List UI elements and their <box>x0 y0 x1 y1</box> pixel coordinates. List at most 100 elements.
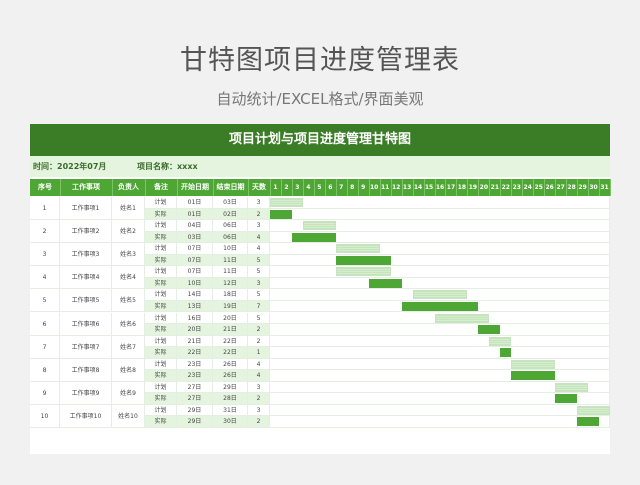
plan-label: 计划 <box>145 220 177 232</box>
start-date: 03日 <box>177 231 213 244</box>
row-number: 2 <box>30 220 60 244</box>
day-header: 9 <box>358 179 370 196</box>
header-cell: 负责人 <box>112 179 146 196</box>
end-date: 20日 <box>213 312 248 325</box>
task-name: 工作事项7 <box>60 335 112 359</box>
end-date: 31日 <box>213 404 248 417</box>
header-cell: 天数 <box>248 179 271 196</box>
gantt-track <box>270 266 610 278</box>
gantt-track <box>270 335 610 348</box>
gantt-track <box>270 220 610 232</box>
start-date: 29日 <box>177 416 213 428</box>
actual-label: 实际 <box>145 231 177 244</box>
gantt-sheet: 项目计划与项目进度管理甘特图 时间：2022年07月 项目名称：xxxx 序号工… <box>30 124 611 454</box>
end-date: 12日 <box>213 277 248 290</box>
gantt-track <box>270 404 610 417</box>
plan-label: 计划 <box>145 381 177 394</box>
day-header: 11 <box>380 179 392 196</box>
gantt-track <box>270 231 610 244</box>
task-name: 工作事项10 <box>60 404 112 428</box>
day-header: 4 <box>303 179 315 196</box>
plan-bar <box>511 359 556 369</box>
end-date: 03日 <box>213 197 248 209</box>
gantt-track <box>270 416 610 428</box>
end-date: 30日 <box>213 416 248 428</box>
gantt-track <box>270 300 610 313</box>
day-header: 3 <box>292 179 304 196</box>
actual-bar <box>500 348 512 358</box>
task-name: 工作事项5 <box>60 289 112 313</box>
gantt-track <box>270 277 610 290</box>
table-header: 序号 工作事项 负责人 备注 开始日期 结束日期 天数 1 2 3 4 5 6 7 8 9 10 11 12 13 14… <box>30 179 611 196</box>
gantt-track <box>270 312 610 325</box>
day-header: 10 <box>369 179 381 196</box>
start-date: 01日 <box>177 208 213 221</box>
day-header: 20 <box>478 179 491 196</box>
task-name: 工作事项9 <box>60 381 112 405</box>
header-cell: 备注 <box>145 179 178 196</box>
actual-bar <box>478 325 501 335</box>
day-count: 4 <box>248 358 270 371</box>
start-date: 04日 <box>177 220 213 232</box>
day-count: 3 <box>248 404 270 417</box>
end-date: 06日 <box>213 220 248 232</box>
actual-label: 实际 <box>145 277 177 290</box>
page-subtitle: 自动统计/EXCEL格式/界面美观 <box>216 90 424 108</box>
row-number: 1 <box>30 197 60 221</box>
actual-label: 实际 <box>145 416 177 428</box>
day-header: 25 <box>533 179 546 196</box>
task-name: 工作事项8 <box>60 358 112 382</box>
plan-bar <box>489 336 512 346</box>
end-date: 28日 <box>213 393 248 405</box>
plan-bar <box>434 313 490 323</box>
gantt-track <box>270 254 610 267</box>
start-date: 23日 <box>177 358 213 371</box>
day-count: 1 <box>248 347 270 359</box>
day-count: 4 <box>248 370 270 382</box>
day-header: 6 <box>325 179 337 196</box>
actual-label: 实际 <box>145 254 177 267</box>
end-date: 19日 <box>213 300 248 313</box>
plan-label: 计划 <box>145 197 177 209</box>
gantt-track <box>270 347 610 359</box>
day-count: 5 <box>248 312 270 325</box>
end-date: 02日 <box>213 208 248 221</box>
plan-bar <box>270 198 303 207</box>
start-date: 01日 <box>177 197 213 209</box>
header-cell: 结束日期 <box>213 179 249 196</box>
actual-bar <box>291 232 336 242</box>
gantt-track <box>270 393 610 405</box>
day-header: 8 <box>347 179 359 196</box>
start-date: 10日 <box>177 277 213 290</box>
row-number: 9 <box>30 381 60 405</box>
plan-label: 计划 <box>145 289 177 301</box>
start-date: 13日 <box>177 300 213 313</box>
start-date: 16日 <box>177 312 213 325</box>
end-date: 11日 <box>213 254 248 267</box>
actual-label: 实际 <box>145 324 177 336</box>
actual-label: 实际 <box>145 347 177 359</box>
owner-name: 姓名7 <box>112 335 145 359</box>
task-name: 工作事项6 <box>60 312 112 336</box>
task-name: 工作事项1 <box>60 197 112 221</box>
actual-bar <box>270 209 292 219</box>
end-date: 22日 <box>213 335 248 348</box>
day-count: 2 <box>248 416 270 428</box>
gantt-track <box>270 208 610 221</box>
page-title: 甘特图项目进度管理表 <box>180 45 460 76</box>
plan-bar <box>412 290 468 300</box>
start-date: 27日 <box>177 393 213 405</box>
day-header: 21 <box>489 179 502 196</box>
plan-label: 计划 <box>145 404 177 417</box>
header-cell: 开始日期 <box>177 179 214 196</box>
day-header: 17 <box>445 179 458 196</box>
day-count: 7 <box>248 300 270 313</box>
gantt-track <box>270 197 610 209</box>
start-date: 27日 <box>177 381 213 394</box>
day-header: 2 <box>281 179 293 196</box>
start-date: 07日 <box>177 254 213 267</box>
day-count: 4 <box>248 231 270 244</box>
end-date: 26日 <box>213 358 248 371</box>
day-header: 31 <box>599 179 611 196</box>
start-date: 29日 <box>177 404 213 417</box>
